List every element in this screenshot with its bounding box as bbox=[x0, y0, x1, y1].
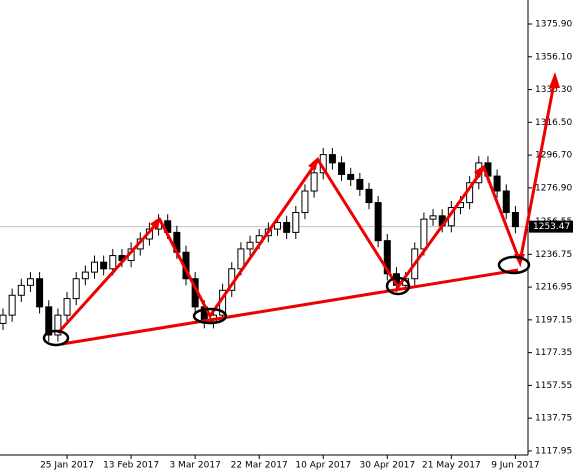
zigzag-arrow bbox=[56, 77, 557, 335]
candle-body bbox=[26, 278, 34, 286]
arrow-head bbox=[308, 157, 318, 170]
marker-circle bbox=[192, 307, 228, 325]
candle-body bbox=[365, 188, 373, 204]
current-price-label: 1253.47 bbox=[533, 222, 570, 232]
current-price-box bbox=[529, 220, 573, 233]
candle-body bbox=[511, 212, 519, 228]
arrow-head bbox=[474, 165, 484, 178]
candle-body bbox=[45, 306, 53, 336]
candle-body bbox=[81, 271, 89, 280]
x-tick-label: 10 Apr 2017 bbox=[295, 461, 351, 471]
x-tick-label: 22 Mar 2017 bbox=[231, 461, 288, 471]
y-tick-label: 1216.95 bbox=[535, 283, 572, 293]
candle-body bbox=[292, 212, 300, 233]
marker-circle bbox=[42, 329, 70, 347]
arrow-head bbox=[150, 217, 160, 230]
candle-body bbox=[0, 314, 7, 324]
candle-body bbox=[429, 215, 437, 220]
candle-body bbox=[109, 255, 117, 270]
candle-body bbox=[54, 314, 62, 336]
x-tick-label: 25 Jan 2017 bbox=[40, 461, 94, 471]
candle-body bbox=[374, 202, 382, 242]
candle-body bbox=[493, 175, 501, 192]
y-tick-label: 1197.15 bbox=[535, 315, 572, 325]
candle-body bbox=[72, 278, 80, 300]
candle-body bbox=[8, 294, 16, 316]
candle-body bbox=[283, 221, 291, 233]
y-tick-label: 1276.90 bbox=[535, 183, 572, 193]
candle-body bbox=[310, 172, 318, 192]
candle-body bbox=[347, 173, 355, 180]
candle-body bbox=[274, 221, 281, 230]
x-tick-label: 30 Apr 2017 bbox=[359, 461, 415, 471]
y-tick-label: 1375.90 bbox=[535, 19, 572, 29]
y-tick-label: 1137.75 bbox=[535, 414, 572, 424]
candle-body bbox=[246, 241, 254, 250]
candle-body bbox=[420, 218, 428, 250]
y-tick-label: 1316.50 bbox=[535, 118, 572, 128]
y-tick-label: 1356.10 bbox=[535, 52, 572, 62]
candle-body bbox=[356, 178, 364, 190]
candle-body bbox=[301, 190, 309, 214]
candle-body bbox=[328, 154, 336, 164]
y-tick-label: 1157.55 bbox=[535, 381, 572, 391]
candle-body bbox=[100, 261, 108, 270]
y-tick-label: 1117.95 bbox=[535, 446, 572, 456]
y-tick-label: 1236.75 bbox=[535, 250, 572, 260]
x-tick-label: 9 Jun 2017 bbox=[491, 461, 539, 471]
candle-body bbox=[63, 298, 71, 316]
x-tick-label: 13 Feb 2017 bbox=[103, 461, 159, 471]
candle-body bbox=[17, 284, 25, 296]
y-tick-label: 1177.35 bbox=[535, 348, 572, 358]
candle-body bbox=[338, 162, 346, 175]
marker-circle bbox=[497, 255, 531, 275]
trend-line bbox=[61, 268, 519, 346]
candle-body bbox=[383, 240, 391, 275]
candle-body bbox=[502, 190, 510, 214]
y-tick-label: 1296.70 bbox=[535, 151, 572, 161]
arrow-head bbox=[549, 72, 560, 88]
x-tick-label: 3 Mar 2017 bbox=[169, 461, 220, 471]
annotations bbox=[42, 72, 560, 347]
marker-circle bbox=[385, 276, 411, 296]
candle-body bbox=[36, 278, 44, 308]
candle-body bbox=[91, 261, 98, 273]
x-tick-label: 21 May 2017 bbox=[422, 461, 481, 471]
